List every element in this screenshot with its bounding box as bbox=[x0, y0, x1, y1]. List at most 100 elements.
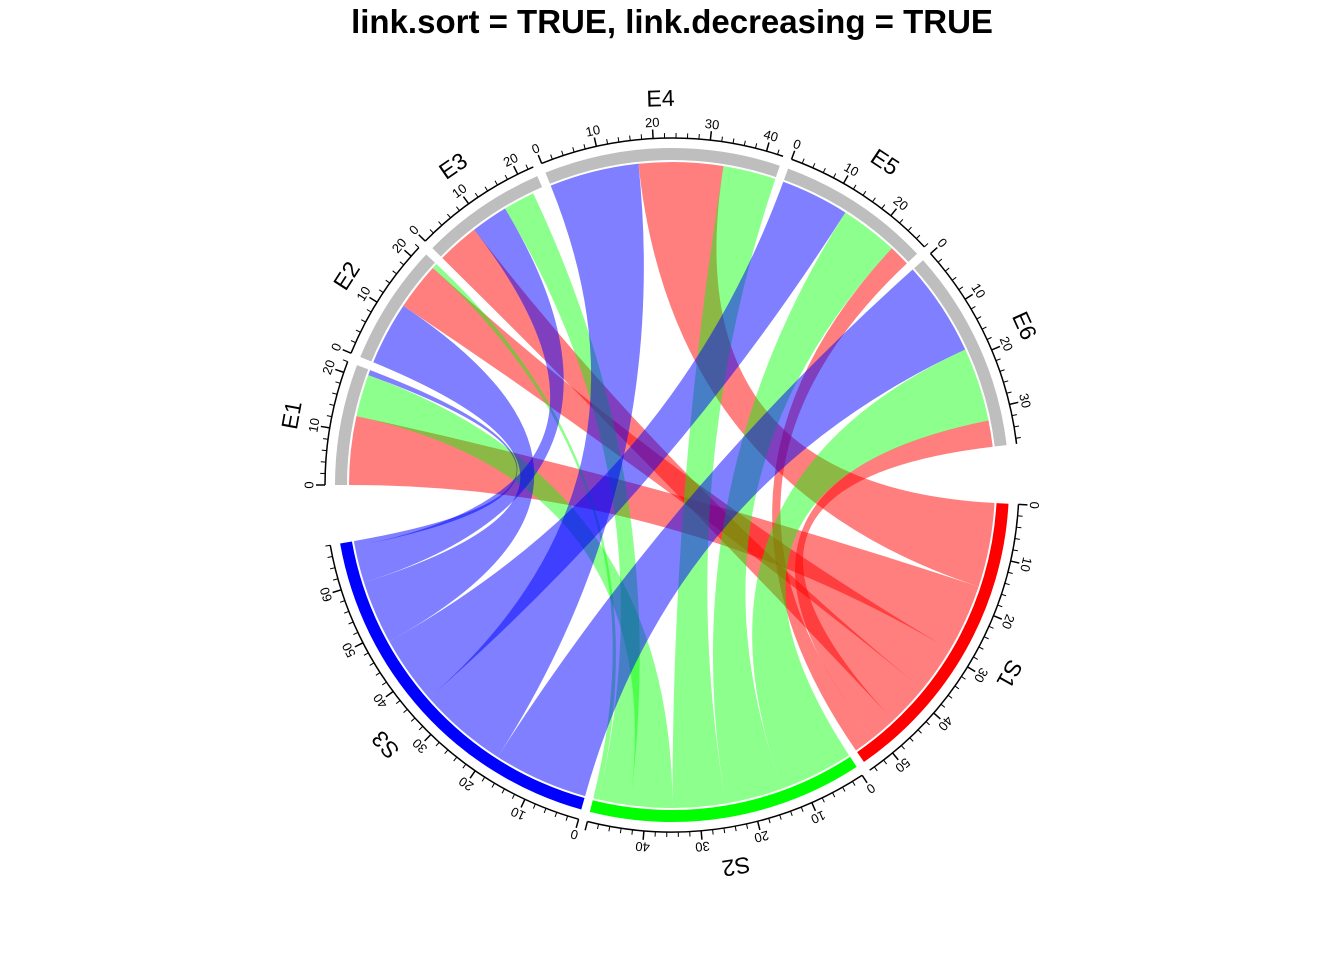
axis-tick bbox=[1009, 401, 1019, 406]
axis-e3 bbox=[424, 166, 534, 242]
axis-tick bbox=[958, 286, 964, 291]
axis-tick bbox=[332, 589, 342, 594]
axis-tick bbox=[575, 818, 580, 829]
axis-tick bbox=[1004, 582, 1010, 586]
axis-tick bbox=[995, 358, 1001, 362]
sector-label-s1: S1 bbox=[991, 655, 1027, 692]
axis-tick bbox=[964, 293, 974, 300]
axis-tick bbox=[768, 818, 771, 824]
axis-tick bbox=[325, 544, 331, 547]
tick-label: 50 bbox=[892, 755, 913, 776]
axis-tick bbox=[842, 175, 849, 184]
axis-tick bbox=[993, 615, 1003, 620]
tick-label: 20 bbox=[891, 193, 912, 214]
axis-tick bbox=[608, 826, 611, 832]
axis-tick bbox=[779, 814, 782, 820]
axis-tick bbox=[811, 802, 817, 812]
axis-tick bbox=[326, 415, 332, 418]
axis-tick bbox=[937, 258, 943, 263]
axis-tick bbox=[891, 752, 899, 761]
axis-tick bbox=[986, 336, 992, 340]
axis-tick bbox=[917, 729, 922, 734]
axis-tick bbox=[1016, 526, 1022, 529]
sector-track-e3 bbox=[432, 176, 543, 257]
axis-e1 bbox=[324, 361, 349, 486]
axis-tick bbox=[385, 690, 394, 698]
axis-tick bbox=[723, 828, 726, 834]
axis-tick bbox=[801, 158, 805, 164]
axis-tick bbox=[537, 154, 543, 164]
axis-tick bbox=[862, 190, 867, 196]
link-s2-e5 bbox=[712, 212, 892, 804]
axis-tick bbox=[873, 766, 878, 772]
axis-tick bbox=[800, 806, 804, 812]
sector-label-e5: E5 bbox=[866, 143, 904, 180]
axis-tick bbox=[584, 821, 589, 831]
axis-e6 bbox=[929, 253, 1018, 444]
axis-tick bbox=[403, 709, 408, 714]
axis-tick bbox=[890, 208, 898, 217]
axis-tick bbox=[861, 774, 868, 784]
axis-tick bbox=[424, 734, 432, 742]
chart-title: link.sort = TRUE, link.decreasing = TRUE bbox=[351, 3, 993, 40]
axis-tick bbox=[323, 438, 329, 440]
axis-tick bbox=[369, 296, 378, 303]
tick-label: 30 bbox=[971, 665, 991, 685]
tick-label: 10 bbox=[449, 181, 470, 202]
axis-tick bbox=[395, 700, 401, 705]
link-s3-e6 bbox=[497, 269, 966, 797]
tick-label: 10 bbox=[968, 281, 988, 301]
axis-tick bbox=[967, 666, 976, 673]
axis-tick bbox=[353, 632, 359, 636]
link-s3-e3 bbox=[354, 208, 564, 583]
axis-tick bbox=[520, 798, 526, 808]
axis-tick bbox=[872, 197, 876, 203]
sector-label-e3: E3 bbox=[434, 147, 472, 184]
tick-label: 40 bbox=[762, 127, 780, 145]
axis-tick bbox=[790, 150, 796, 160]
axis-tick bbox=[444, 749, 449, 755]
axis-tick bbox=[821, 797, 825, 803]
axis-tick bbox=[881, 204, 886, 209]
axis-tick bbox=[339, 600, 346, 603]
axis-tick bbox=[572, 147, 575, 153]
tick-label: 20 bbox=[456, 774, 476, 795]
axis-tick bbox=[403, 249, 412, 257]
axis-tick bbox=[832, 792, 836, 798]
axis-tick bbox=[746, 823, 749, 829]
sector-track-e4 bbox=[545, 148, 780, 184]
axis-tick bbox=[435, 742, 440, 747]
tick-label: 50 bbox=[339, 640, 359, 660]
sector-label-s3: S3 bbox=[366, 726, 404, 764]
axis-tick bbox=[456, 206, 460, 211]
link-s1-e1 bbox=[349, 416, 979, 650]
link-s3-e5 bbox=[389, 181, 846, 698]
tick-label: 10 bbox=[508, 804, 527, 824]
axis-tick bbox=[947, 694, 953, 699]
tick-label: 20 bbox=[999, 612, 1018, 631]
axis-tick bbox=[812, 163, 816, 169]
tick-label: 10 bbox=[584, 122, 601, 140]
links-layer bbox=[349, 162, 995, 809]
axis-e5 bbox=[791, 158, 925, 248]
sector-track-e2 bbox=[360, 254, 435, 362]
axis-tick bbox=[852, 184, 857, 190]
axis-tick bbox=[754, 143, 758, 149]
axis-tick bbox=[355, 329, 361, 333]
axis-tick bbox=[462, 763, 467, 769]
link-s2-e6 bbox=[752, 349, 989, 789]
axis-tick bbox=[414, 243, 420, 248]
axis-tick bbox=[1012, 549, 1018, 552]
axis-tick bbox=[978, 646, 984, 650]
tick-label: 60 bbox=[317, 585, 336, 603]
tick-label: 30 bbox=[704, 116, 720, 133]
axis-tick bbox=[378, 289, 384, 293]
axis-tick bbox=[1010, 560, 1020, 564]
axis-tick bbox=[1015, 437, 1021, 439]
tick-label: 20 bbox=[753, 828, 771, 846]
sector-label-e4: E4 bbox=[646, 85, 675, 112]
axis-s2 bbox=[587, 774, 863, 833]
axis-tick bbox=[1018, 503, 1028, 506]
tick-label: 10 bbox=[305, 417, 322, 434]
